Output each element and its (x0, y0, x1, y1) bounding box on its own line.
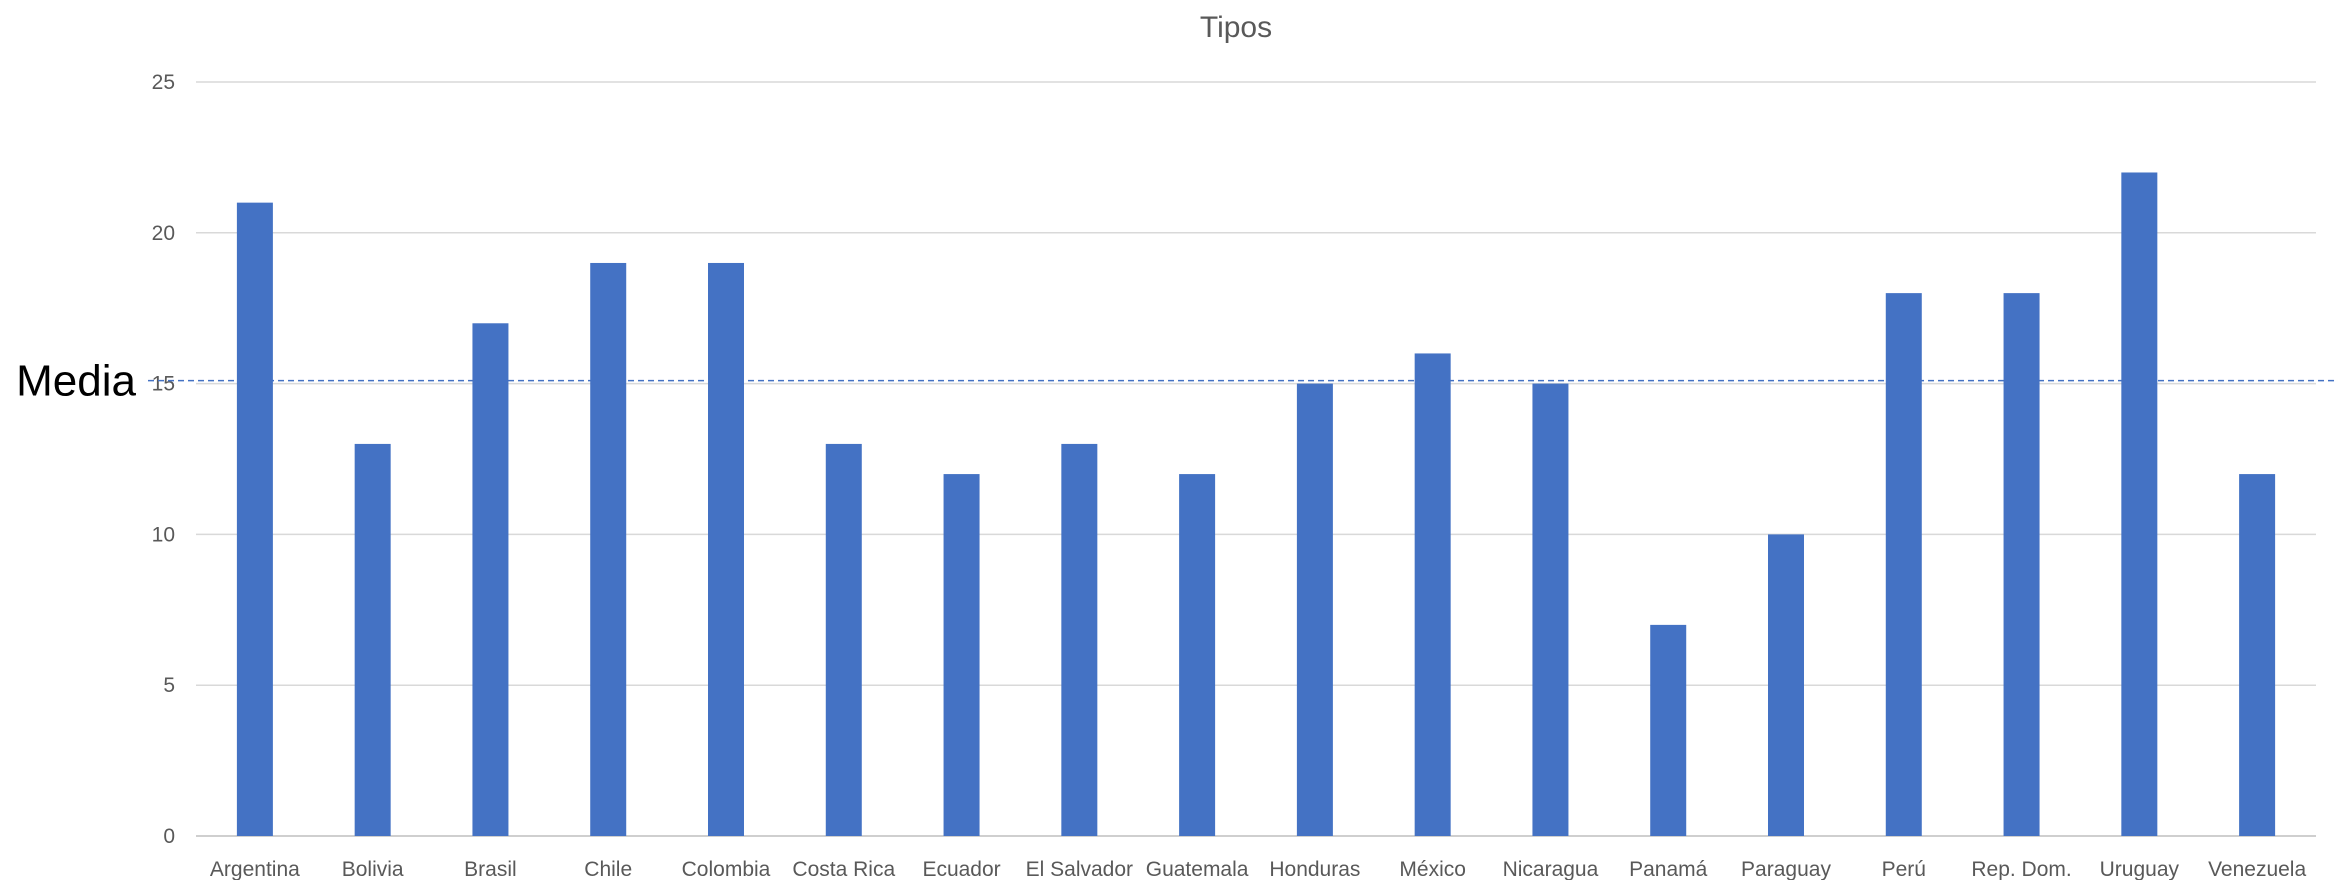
x-tick-label: Guatemala (1146, 858, 1249, 880)
bar (1415, 353, 1451, 836)
y-tick-label: 25 (152, 71, 175, 94)
y-tick-label: 5 (163, 674, 175, 697)
y-tick-label: 0 (163, 825, 175, 848)
bar (826, 444, 862, 836)
bar (237, 203, 273, 836)
x-tick-label: Nicaragua (1503, 858, 1599, 880)
x-tick-label: Perú (1882, 858, 1926, 880)
x-tick-label: Bolivia (342, 858, 404, 880)
bar (1886, 293, 1922, 836)
bar (472, 323, 508, 836)
y-axis-ticks: 0 5 10 15 20 25 (152, 71, 175, 848)
bars (237, 172, 2275, 836)
bar (1061, 444, 1097, 836)
y-tick-label: 15 (152, 373, 175, 396)
x-tick-label: Honduras (1269, 858, 1360, 880)
x-tick-label: Paraguay (1741, 858, 1831, 880)
x-axis-ticks: Argentina Bolivia Brasil Chile Colombia Costa… (210, 858, 2307, 880)
bar (1532, 384, 1568, 836)
x-tick-label: Chile (584, 858, 632, 880)
x-tick-label: El Salvador (1026, 858, 1133, 880)
bar (1650, 625, 1686, 836)
x-tick-label: Argentina (210, 858, 300, 880)
bar (708, 263, 744, 836)
bar (590, 263, 626, 836)
bar (355, 444, 391, 836)
chart-title: Tipos (1200, 11, 1272, 44)
x-tick-label: Venezuela (2208, 858, 2306, 880)
bar (2004, 293, 2040, 836)
x-tick-label: Colombia (682, 858, 771, 880)
bar (1297, 384, 1333, 836)
bar (1768, 534, 1804, 836)
bar (2239, 474, 2275, 836)
bar (944, 474, 980, 836)
gridlines (196, 82, 2316, 836)
mean-label: Media (16, 357, 136, 406)
y-tick-label: 20 (152, 222, 175, 245)
x-tick-label: México (1399, 858, 1466, 880)
x-tick-label: Rep. Dom. (1971, 858, 2071, 880)
y-tick-label: 10 (152, 523, 175, 546)
x-tick-label: Brasil (464, 858, 517, 880)
x-tick-label: Costa Rica (792, 858, 895, 880)
bar (1179, 474, 1215, 836)
x-tick-label: Ecuador (922, 858, 1000, 880)
bar (2121, 172, 2157, 836)
x-tick-label: Panamá (1629, 858, 1708, 880)
x-tick-label: Uruguay (2100, 858, 2180, 880)
